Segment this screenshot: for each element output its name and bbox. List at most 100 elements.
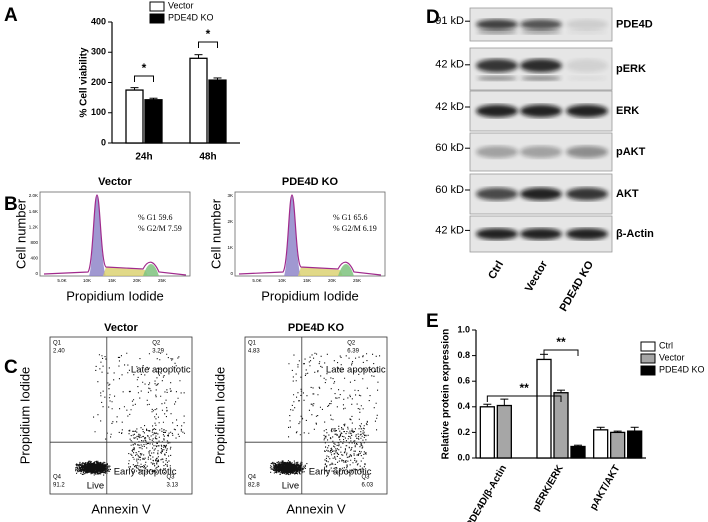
blot-band [567,75,607,81]
y-tick-label: 1.0 [457,324,470,334]
region-label: Early apoptotic [114,467,177,478]
y-tick-label: 400 [91,16,106,26]
y-tick-label: 1.2K [29,224,38,229]
y-tick-label: 2K [227,219,233,224]
s-area [103,267,148,276]
y-tick-label: 0 [230,271,233,276]
histogram-frame [234,191,386,277]
bar [627,430,643,459]
dot-plot-frame [49,336,193,495]
size-marker: 42 kD [435,59,464,71]
plot-title: Vector [104,322,138,334]
quadrant-name: Q1 [248,341,257,347]
x-tick-label: pERK/ERK [531,463,566,513]
quadrant-name: Q4 [248,475,257,481]
bar [610,431,626,459]
bar [536,358,552,459]
histogram-frame [39,191,191,277]
error-bar [483,403,492,407]
legend-swatch [640,353,656,364]
cell-dots [269,352,381,476]
region-label: Early apoptotic [309,467,372,478]
blot-band [520,19,562,30]
lane-label: Vector [523,258,551,294]
legend-label: Vector [659,352,685,362]
panel-label: D [426,7,440,28]
region-label: Live [282,481,299,492]
panel-label: B [4,194,18,215]
panel-label: E [426,311,439,332]
quadrant-value: 91.2 [53,483,65,489]
s-area [298,267,343,276]
blot-band [476,228,518,240]
quadrant-name: Q1 [53,341,62,347]
protein-name: pAKT [616,146,646,158]
size-marker: 60 kD [435,142,464,154]
legend-swatch [640,365,656,376]
histogram-curve [238,194,382,276]
size-marker: 91 kD [435,15,464,27]
plot-title: Vector [98,176,132,188]
blot-band [521,75,561,81]
y-axis-label: Propidium Iodide [17,367,32,465]
size-marker: 42 kD [435,224,464,236]
y-tick-label: 800 [30,240,38,245]
bar [553,392,569,459]
blot-band [476,58,518,73]
bar [125,89,144,144]
significance-label: ** [556,335,566,349]
error-bar [194,54,203,59]
blot-band [566,145,608,159]
cell-dots [75,352,185,476]
x-tick-label: 25K [353,278,361,283]
x-tick-label: 24h [135,152,152,163]
x-tick-label: 25K [158,278,166,283]
significance-label: ** [519,381,529,395]
significance-label: * [206,27,211,41]
legend-label: Vector [168,0,194,10]
blot-band [520,104,562,118]
blot-band [567,29,607,35]
histogram-curve [43,194,187,276]
error-bar [630,426,639,432]
legend-swatch [149,1,165,12]
x-axis-label: Annexin V [286,501,346,516]
x-axis-label: Propidium Iodide [261,288,359,303]
bar [593,429,609,459]
error-bar [574,444,582,447]
blot-band [520,145,562,159]
significance-bracket [134,75,154,82]
y-tick-label: 0 [101,137,106,147]
g2-area [143,264,159,276]
blot-band [477,29,517,35]
y-tick-label: 3K [227,193,233,198]
y-tick-label: 0.8 [457,350,470,360]
protein-name: AKT [616,188,639,200]
x-tick-label: 15K [303,278,311,283]
y-axis-label: Cell number [208,198,223,269]
error-bar [213,77,222,81]
legend-swatch [149,13,165,24]
y-axis-label: Propidium Iodide [212,367,227,465]
error-bar [500,398,509,406]
quadrant-value: 82.8 [248,483,260,489]
size-marker: 60 kD [435,184,464,196]
quadrant-value: 4.83 [248,349,260,355]
x-tick-label: 5.0K [57,278,66,283]
protein-name: β-Actin [616,228,654,240]
x-tick-label: 15K [108,278,116,283]
x-tick-label: 10K [83,278,91,283]
g1-area [284,196,301,276]
legend-label: PDE4D KO [168,12,214,22]
y-tick-label: 2.0K [29,193,38,198]
error-bar [557,389,565,393]
x-tick-label: 5.0K [252,278,261,283]
quadrant-value: 2.40 [53,349,65,355]
bar [144,99,163,144]
size-marker: 42 kD [435,101,464,113]
lane-label: PDE4D KO [558,259,597,314]
blot-band [476,19,518,30]
phase-stat: % G1 65.6 [333,213,367,222]
